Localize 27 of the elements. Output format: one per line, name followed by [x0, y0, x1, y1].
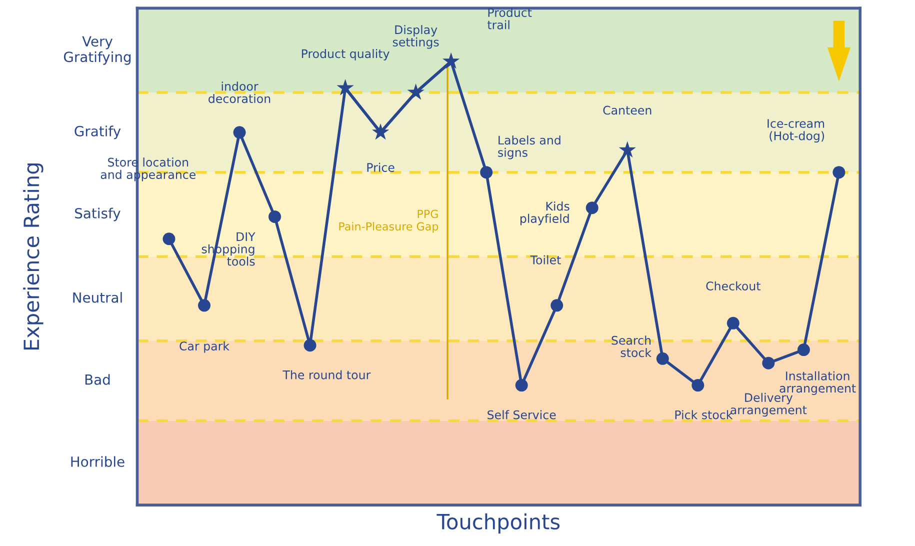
- x-axis-title: Touchpoints: [436, 513, 560, 534]
- band-label: Very Gratifying: [64, 36, 131, 65]
- annotation: Delivery arrangement: [730, 392, 807, 417]
- text: Display settings: [392, 25, 439, 49]
- annotation: Ice-cream (Hot-dog): [768, 119, 824, 143]
- annotation: Canteen: [603, 106, 652, 115]
- annotation: Price: [367, 162, 394, 172]
- annotation: Labels and signs: [498, 135, 560, 160]
- annotation: Checkout: [706, 281, 760, 290]
- y-axis-title: Experience Rating: [23, 164, 44, 350]
- band-label: Gratify: [74, 126, 121, 140]
- band-label: Satisfy: [75, 208, 120, 222]
- annotation: Kids playfield: [520, 202, 570, 226]
- annotation: PPG Pain-Pleasure Gap: [339, 210, 438, 233]
- band-label: Neutral: [73, 292, 122, 303]
- band-label: Bad: [85, 374, 110, 385]
- annotation: Pick stock: [675, 410, 733, 420]
- text: Product quality: [302, 48, 390, 60]
- annotation: The round tour: [282, 370, 371, 380]
- annotation: Self Service: [488, 410, 556, 420]
- annotation: indoor decoration: [208, 82, 270, 104]
- annotation: Car park: [180, 341, 230, 353]
- annotation: Toilet: [530, 255, 561, 264]
- band-label: Horrible: [71, 456, 124, 467]
- text: Product trail: [488, 8, 532, 30]
- annotation: Search stock: [612, 336, 652, 358]
- annotation: Installation arrangement: [780, 371, 856, 395]
